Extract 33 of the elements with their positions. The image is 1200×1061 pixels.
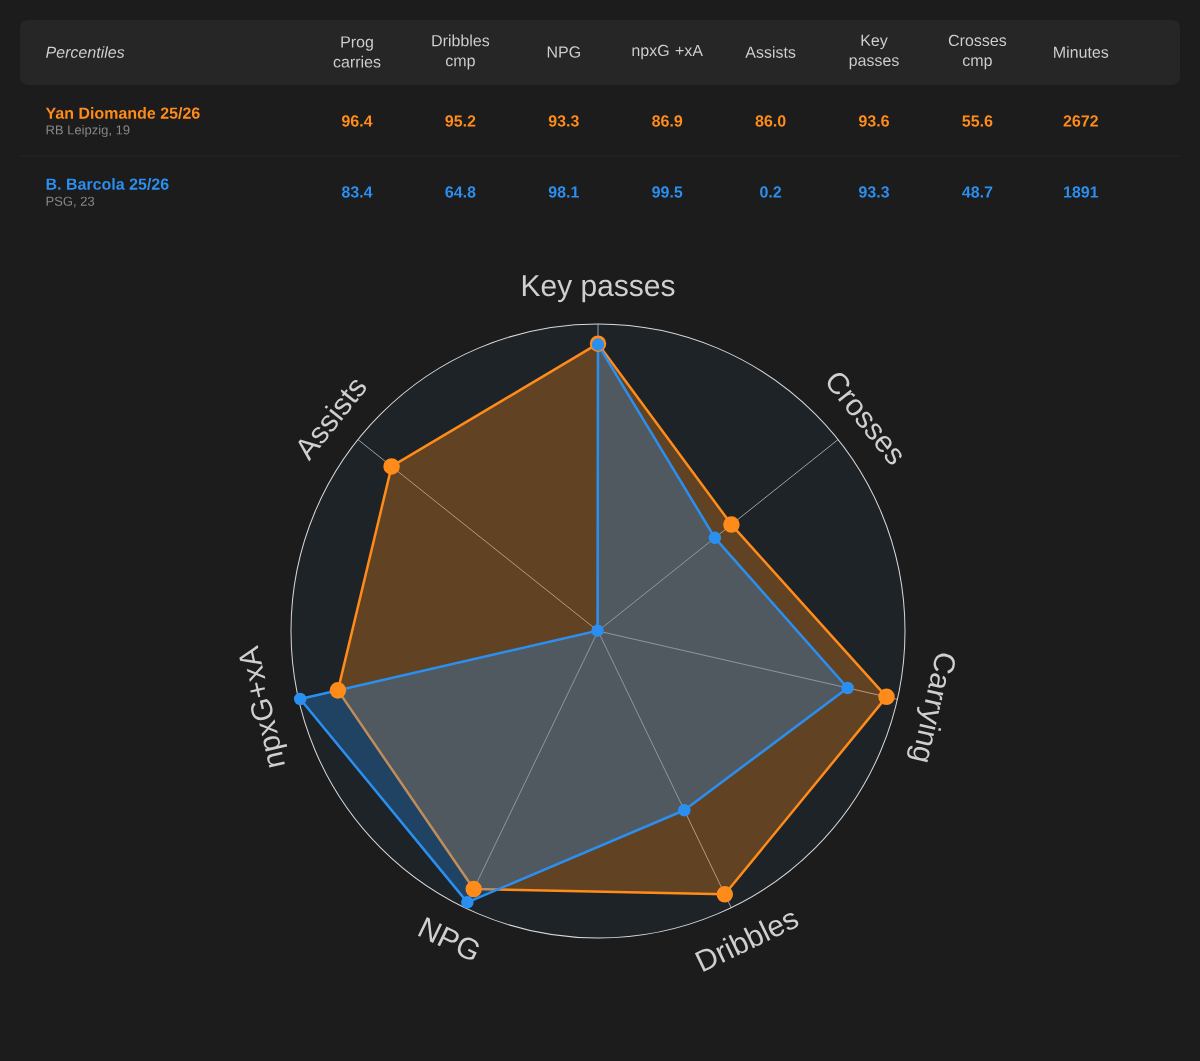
- text: 2672: [1063, 115, 1098, 127]
- text: 55.6: [962, 115, 993, 127]
- category-label: Prog carries: [333, 36, 381, 68]
- category-label: RB Leipzig, 19: [46, 124, 130, 138]
- text: 64.8: [445, 186, 476, 198]
- text: 93.3: [548, 115, 579, 127]
- text: 86.9: [652, 115, 683, 127]
- spoke-label: Key passes: [522, 275, 675, 303]
- text: 86.0: [755, 115, 786, 127]
- text: 83.4: [341, 186, 373, 198]
- text: 0.2: [760, 186, 782, 198]
- text: 98.1: [548, 186, 579, 198]
- category-label: Key passes: [849, 34, 899, 70]
- category-label: NPG: [547, 46, 580, 58]
- category-label: PSG, 23: [46, 196, 95, 208]
- text: 93.3: [858, 186, 889, 198]
- text: 95.2: [445, 115, 476, 127]
- spoke-label: npxG+xA: [239, 645, 288, 768]
- category-label: Assists: [745, 46, 796, 58]
- text: Percentiles: [46, 46, 125, 58]
- text: 93.6: [858, 115, 889, 127]
- spoke-label: NPG: [417, 917, 479, 960]
- text: 48.7: [962, 186, 993, 198]
- category-label: npxG +xA: [632, 44, 703, 60]
- category-label: Crosses cmp: [948, 34, 1007, 70]
- category-label: Dribbles cmp: [432, 34, 490, 70]
- text: 1891: [1064, 186, 1099, 198]
- category-label: B. Barcola 25/26: [46, 178, 169, 190]
- category-label: Yan Diomande 25/26: [45, 107, 200, 119]
- spoke-label: Carrying: [907, 653, 955, 763]
- text: 96.4: [341, 115, 373, 127]
- category-label: Minutes: [1054, 46, 1109, 58]
- text: 99.5: [652, 186, 683, 198]
